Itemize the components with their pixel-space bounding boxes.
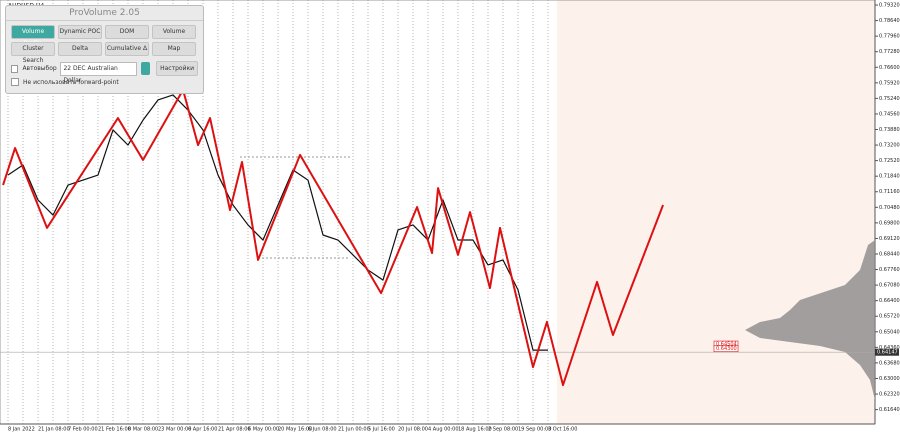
panel-button[interactable]: DOM (105, 25, 149, 39)
select-arrow[interactable] (141, 62, 151, 75)
y-tick-label: 0.62320 (879, 392, 900, 398)
checkbox[interactable] (11, 78, 19, 86)
y-tick-label: 0.75920 (879, 80, 900, 86)
level-box (713, 345, 739, 353)
x-tick-label: 20 Jul 08:00 (398, 427, 428, 433)
y-tick-label: 0.61640 (879, 407, 900, 413)
range-box (240, 156, 350, 259)
panel-title: ProVolume 2.05 (6, 6, 203, 21)
x-tick-label: 18 Aug 16:00 (458, 427, 492, 433)
x-tick-label: 5 Jul 16:00 (368, 427, 395, 433)
panel-button[interactable]: Volume (152, 25, 196, 39)
x-tick-label: 3 Oct 16:00 (548, 427, 577, 433)
x-tick-label: 6 Apr 16:00 (188, 427, 217, 433)
auto-label: Автовыбор (22, 65, 57, 72)
y-tick-label: 0.71160 (879, 189, 900, 195)
y-tick-label: 0.74560 (879, 111, 900, 117)
x-tick-label: 6 Jun 08:00 (308, 427, 337, 433)
x-tick-label: 23 Mar 00:00 (158, 427, 191, 433)
y-tick-label: 0.75240 (879, 96, 900, 102)
y-tick-label: 0.73880 (879, 127, 900, 133)
y-tick-label: 0.66400 (879, 298, 900, 304)
instrument-select[interactable]: 22 DEC Australian Dollar (60, 61, 138, 84)
y-tick-label: 0.78640 (879, 18, 900, 24)
x-tick-label: 21 Apr 08:00 (218, 427, 251, 433)
x-tick-label: 21 Jan 08:00 (38, 427, 70, 433)
y-tick-label: 0.69120 (879, 236, 900, 242)
zigzag-line (2, 88, 664, 387)
x-tick-label: 20 May 16:00 (278, 427, 312, 433)
x-tick-label: 4 Aug 00:00 (428, 427, 459, 433)
symbol-row: Автовыбор 22 DEC Australian Dollar Настр… (6, 60, 203, 84)
price-line (7, 94, 548, 351)
y-tick-label: 0.73200 (879, 143, 900, 149)
panel-button[interactable]: Dynamic POC (58, 25, 102, 39)
y-tick-label: 0.63680 (879, 360, 900, 366)
y-tick-label: 0.65720 (879, 314, 900, 320)
x-tick-label: 7 Feb 00:00 (68, 427, 98, 433)
x-tick-label: 21 Feb 16:00 (98, 427, 131, 433)
forward-label: Не использовать forward-point (23, 78, 119, 86)
level-label: 0.64504 (716, 342, 737, 348)
y-tick-label: 0.76600 (879, 65, 900, 71)
settings-button[interactable]: Настройки (156, 61, 199, 76)
panel-button[interactable]: Volume Profile (11, 25, 55, 47)
y-tick-label: 0.63000 (879, 376, 900, 382)
future-area (557, 0, 875, 424)
provolume-panel: ProVolume 2.05 Volume ProfileDynamic POC… (5, 5, 204, 94)
y-tick-label: 0.67760 (879, 267, 900, 273)
last-price-box (875, 348, 899, 356)
forward-row: Не использовать forward-point (6, 77, 203, 87)
y-tick-label: 0.67080 (879, 283, 900, 289)
level-label: 0.64300 (716, 346, 737, 352)
panel-button[interactable]: Cluster Search (11, 42, 55, 64)
y-tick-label: 0.72520 (879, 158, 900, 164)
volume-profile (745, 240, 875, 400)
y-tick-label: 0.77960 (879, 34, 900, 40)
x-tick-label: 2 Sep 08:00 (488, 427, 518, 433)
x-tick-label: 19 Sep 00:00 (518, 427, 551, 433)
x-tick-label: 6 May 00:00 (248, 427, 279, 433)
y-tick-label: 0.65040 (879, 329, 900, 335)
panel-button[interactable]: Delta (58, 42, 102, 56)
panel-button[interactable]: Map (152, 42, 196, 56)
y-tick-label: 0.79320 (879, 3, 900, 9)
y-tick-label: 0.68440 (879, 251, 900, 257)
last-price-label: 0.64147 (877, 350, 898, 356)
x-tick-label: 21 Jun 00:00 (338, 427, 370, 433)
y-tick-label: 0.64360 (879, 345, 900, 351)
x-tick-label: 8 Mar 08:00 (128, 427, 158, 433)
y-tick-label: 0.71840 (879, 174, 900, 180)
y-tick-label: 0.69800 (879, 220, 900, 226)
y-tick-label: 0.70480 (879, 205, 900, 211)
y-tick-label: 0.77280 (879, 49, 900, 55)
checkbox[interactable] (11, 64, 19, 73)
x-tick-label: 8 Jan 2022 (8, 427, 35, 433)
panel-button[interactable]: Cumulative Δ (105, 42, 149, 56)
